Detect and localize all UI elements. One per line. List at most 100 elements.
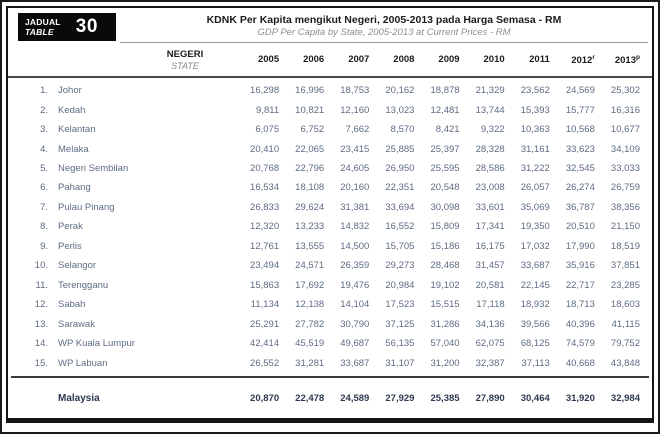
state-name: Sabah xyxy=(58,299,86,311)
value-cell: 38,356 xyxy=(610,201,640,213)
value-cell: 22,717 xyxy=(565,279,595,291)
total-row-label: Malaysia xyxy=(58,392,100,404)
value-cell: 9,811 xyxy=(256,104,280,116)
value-cell: 28,468 xyxy=(430,260,460,272)
row-number: 5. xyxy=(40,163,48,175)
value-cell: 31,286 xyxy=(430,318,460,330)
value-cell: 15,809 xyxy=(430,221,460,233)
state-name: Pahang xyxy=(58,182,91,194)
state-header-malay: NEGERI xyxy=(166,48,204,60)
value-cell: 29,273 xyxy=(385,260,415,272)
value-cell: 35,916 xyxy=(565,260,595,272)
value-cell: 23,285 xyxy=(610,279,640,291)
value-cell: 22,351 xyxy=(385,182,415,194)
state-name: Selangor xyxy=(58,260,97,272)
state-name: Terengganu xyxy=(58,279,109,291)
value-cell: 33,033 xyxy=(610,163,640,175)
value-cell: 17,118 xyxy=(476,299,505,311)
value-cell: 16,996 xyxy=(295,85,325,97)
total-row: Malaysia 20,870 22,478 24,589 27,929 25,385 2… xyxy=(8,378,652,418)
row-values: 12,320 13,233 14,832 16,552 15,809 17,341 19,3… xyxy=(234,221,640,232)
row-values: 20,768 22,796 24,605 26,950 25,595 28,586 31,2… xyxy=(234,163,640,174)
value-cell: 11,134 xyxy=(250,299,280,311)
value-cell: 15,393 xyxy=(520,104,550,116)
state-name: Kelantan xyxy=(58,124,96,136)
value-cell: 17,341 xyxy=(475,221,505,233)
value-cell: 21,329 xyxy=(475,85,505,97)
value-cell: 18,753 xyxy=(340,85,370,97)
value-cell: 23,415 xyxy=(340,143,370,155)
row-values: 23,494 24,571 26,359 29,273 28,468 31,457 33,6… xyxy=(234,260,640,271)
value-cell: 25,397 xyxy=(430,143,460,155)
value-cell: 28,328 xyxy=(475,143,505,155)
value-cell: 12,761 xyxy=(250,240,280,252)
value-cell: 17,990 xyxy=(565,240,595,252)
value-cell: 31,200 xyxy=(430,357,460,369)
value-cell: 18,713 xyxy=(565,299,595,311)
row-values: 11,134 12,138 14,104 17,523 15,515 17,118 18,9… xyxy=(234,299,640,310)
value-cell: 57,040 xyxy=(430,338,460,350)
value-cell: 14,832 xyxy=(340,221,370,233)
row-number: 9. xyxy=(40,240,48,252)
year-column-header: 2011 xyxy=(529,54,550,66)
total-value-cell: 20,870 xyxy=(250,392,280,404)
value-cell: 26,057 xyxy=(520,182,550,194)
value-cell: 7,662 xyxy=(345,124,370,136)
title-english: GDP Per Capita by State, 2005-2013 at Cu… xyxy=(257,27,511,39)
jadual-label: JADUAL xyxy=(25,16,61,27)
value-cell: 20,581 xyxy=(475,279,505,291)
table-row: 7. Pulau Pinang 26,833 29,624 31,381 33,694 30… xyxy=(18,202,640,213)
table-number: 30 xyxy=(75,16,98,37)
total-value-cell: 25,385 xyxy=(430,392,460,404)
value-cell: 13,555 xyxy=(295,240,325,252)
value-cell: 31,457 xyxy=(475,260,505,272)
value-cell: 25,885 xyxy=(385,143,415,155)
state-name: Sarawak xyxy=(58,318,95,330)
state-name: WP Labuan xyxy=(58,357,108,369)
year-column-header: 2005 xyxy=(257,54,280,66)
value-cell: 26,759 xyxy=(610,182,640,194)
value-cell: 41,115 xyxy=(611,318,640,330)
row-number: 3. xyxy=(40,124,48,136)
value-cell: 20,410 xyxy=(250,143,280,155)
row-number: 13. xyxy=(34,318,48,330)
value-cell: 14,500 xyxy=(340,240,370,252)
total-divider-line xyxy=(11,376,649,378)
state-name: Kedah xyxy=(58,104,86,116)
row-number: 11. xyxy=(35,279,48,291)
value-cell: 19,476 xyxy=(340,279,370,291)
value-cell: 62,075 xyxy=(475,338,505,350)
year-column-header: 2010 xyxy=(483,54,505,66)
value-cell: 49,687 xyxy=(340,338,370,350)
state-name: Pulau Pinang xyxy=(58,201,115,213)
value-cell: 18,519 xyxy=(610,240,640,252)
row-number: 6. xyxy=(40,182,48,194)
value-cell: 74,579 xyxy=(565,338,595,350)
title-block: KDNK Per Kapita mengikut Negeri, 2005-20… xyxy=(120,13,648,44)
value-cell: 56,135 xyxy=(385,338,415,350)
value-cell: 17,523 xyxy=(385,299,415,311)
value-cell: 33,694 xyxy=(385,201,415,213)
value-cell: 34,136 xyxy=(475,318,505,330)
value-cell: 16,316 xyxy=(610,104,640,116)
value-cell: 35,069 xyxy=(520,201,550,213)
value-cell: 22,145 xyxy=(520,279,550,291)
header-band: JADUAL TABLE 30 KDNK Per Kapita mengikut… xyxy=(8,13,652,47)
value-cell: 20,548 xyxy=(430,182,460,194)
value-cell: 15,515 xyxy=(430,299,460,311)
table-row: 12. Sabah 11,134 12,138 14,104 17,523 15,515 17… xyxy=(18,299,640,310)
state-name: WP Kuala Lumpur xyxy=(58,338,135,350)
value-cell: 16,552 xyxy=(385,221,415,233)
row-values: 12,761 13,555 14,500 15,705 15,186 16,175 17,0… xyxy=(234,241,640,252)
row-number: 8. xyxy=(40,221,48,233)
row-values: 25,291 27,782 30,790 37,125 31,286 34,136 39,5… xyxy=(234,319,640,330)
row-values: 6,075 6,752 7,662 8,570 8,421 9,322 10,363 10,5… xyxy=(234,124,640,135)
title-malay: KDNK Per Kapita mengikut Negeri, 2005-20… xyxy=(206,14,562,26)
value-cell: 14,104 xyxy=(340,299,370,311)
state-header-english: STATE xyxy=(171,60,199,71)
row-values: 16,534 18,108 20,160 22,351 20,548 23,008 26,0… xyxy=(234,182,640,193)
value-cell: 32,387 xyxy=(475,357,505,369)
value-cell: 13,233 xyxy=(295,221,325,233)
value-cell: 10,568 xyxy=(565,124,595,136)
